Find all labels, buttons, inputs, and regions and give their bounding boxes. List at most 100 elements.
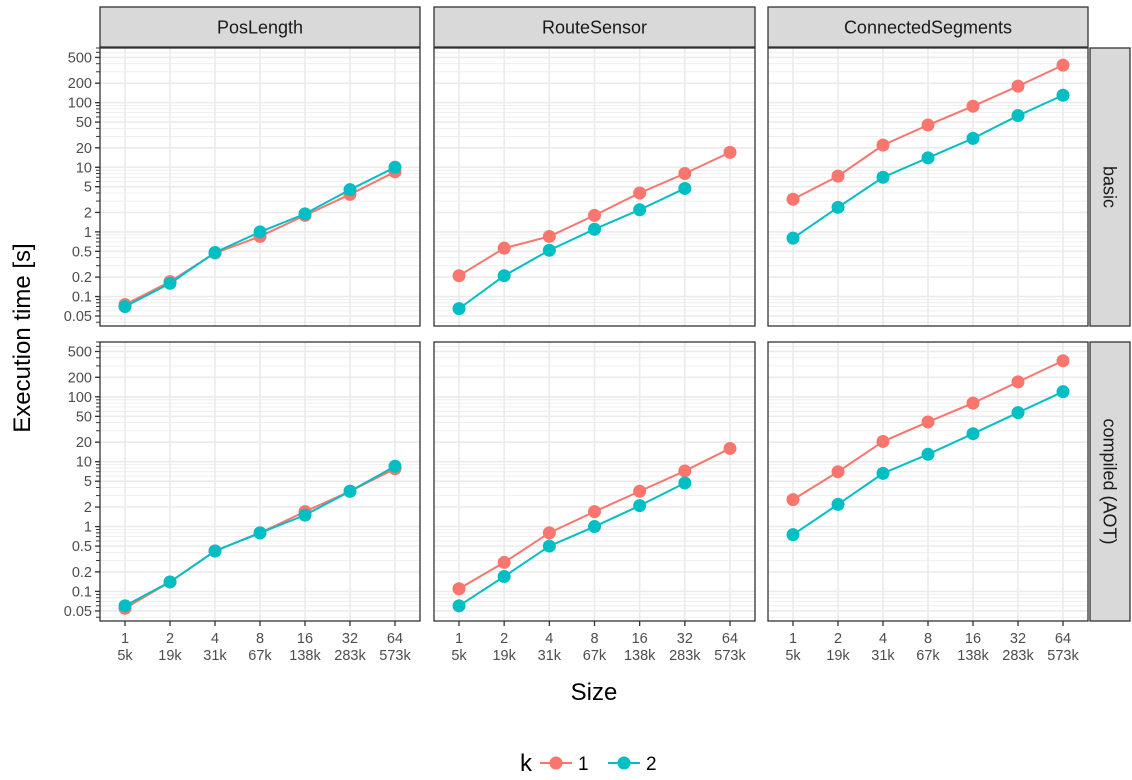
data-point-k2	[208, 544, 222, 558]
legend-item-k2: 2	[608, 754, 657, 775]
data-point-k1	[633, 484, 647, 498]
x-tick-sublabel: 31k	[871, 648, 895, 664]
data-point-k2	[208, 245, 222, 259]
series-line-k2	[458, 482, 686, 607]
data-point-k2	[678, 476, 692, 490]
data-point-k1	[786, 493, 800, 507]
y-tick-label: 20	[76, 435, 92, 451]
x-tick-sublabel: 19k	[826, 648, 850, 664]
data-point-k1	[542, 229, 556, 243]
data-point-k2	[388, 160, 402, 174]
data-point-k1	[831, 465, 845, 479]
y-tick-label: 200	[68, 370, 92, 386]
data-point-k1	[588, 208, 601, 222]
panel-connectedsegments-basic	[767, 47, 1089, 327]
data-point-k2	[298, 508, 312, 522]
data-point-k2	[542, 243, 556, 257]
data-point-k1	[921, 118, 935, 132]
data-point-k2	[831, 200, 845, 214]
y-tick-label: 1	[84, 520, 92, 536]
x-tick-label: 8	[590, 631, 598, 647]
strip-label: PosLength	[217, 18, 303, 38]
x-tick-sublabel: 67k	[248, 648, 272, 664]
data-point-k1	[588, 505, 601, 519]
data-point-k2	[966, 427, 980, 441]
y-tick-label: 0.2	[72, 270, 92, 286]
y-axis-basic: 0.05 0.1 0.2 0.5 1 2 5 10 20 50 100 200 500	[64, 47, 100, 325]
strip-background	[1089, 341, 1131, 622]
y-tick-label: 500	[68, 344, 92, 360]
x-tick-label: 1	[789, 631, 797, 647]
x-tick-label: 32	[342, 631, 358, 647]
facet-strip-connectedsegments: ConnectedSegments	[767, 6, 1089, 48]
data-point-k2	[786, 231, 800, 245]
data-point-k1	[1011, 79, 1025, 93]
panel-routesensor-compiled	[433, 341, 756, 622]
x-tick-sublabel: 19k	[158, 648, 182, 664]
y-tick-label: 0.05	[64, 309, 92, 325]
strips-layer: PosLength RouteSensor ConnectedSegments bas…	[99, 6, 1131, 622]
data-point-k2	[831, 497, 845, 511]
legend-item-k1: 1	[540, 754, 589, 775]
panel-poslength-compiled	[99, 341, 421, 622]
panel-border	[767, 47, 1089, 327]
data-point-k1	[831, 169, 845, 183]
x-tick-label: 1	[455, 631, 463, 647]
y-tick-label: 5	[84, 474, 92, 490]
strip-background	[99, 6, 421, 48]
data-point-k2	[388, 459, 402, 473]
y-tick-label: 0.05	[64, 604, 92, 620]
data-point-k2	[876, 466, 890, 480]
x-tick-label: 64	[722, 631, 738, 647]
data-point-k2	[1056, 88, 1070, 102]
data-point-k1	[1056, 354, 1070, 368]
strip-label: compiled (AOT)	[1100, 418, 1120, 544]
data-point-k1	[497, 241, 511, 255]
y-axis-label: Execution time [s]	[9, 243, 36, 432]
x-tick-sublabel: 283k	[334, 648, 366, 664]
x-tick-sublabel: 67k	[916, 648, 940, 664]
panel-connectedsegments-compiled	[767, 341, 1089, 622]
legend-label: 1	[578, 754, 589, 775]
strip-label: basic	[1100, 166, 1120, 208]
data-point-k2	[253, 225, 267, 239]
y-tick-label: 100	[68, 390, 92, 406]
data-point-k2	[452, 599, 466, 613]
y-axis-compiled: 0.05 0.1 0.2 0.5 1 2 5 10 20 50 100 200 500	[64, 341, 100, 620]
x-tick-label: 64	[1055, 631, 1071, 647]
data-point-k1	[966, 396, 980, 410]
data-point-k1	[497, 555, 511, 569]
data-point-k1	[723, 145, 737, 159]
x-tick-sublabel: 67k	[583, 648, 607, 664]
y-tick-label: 5	[84, 180, 92, 196]
legend-key-point	[549, 756, 563, 770]
axes-layer: 0.050.10.20.51251020501002005000.050.10.…	[64, 47, 1079, 664]
data-point-k2	[118, 599, 132, 613]
data-point-k2	[786, 528, 800, 542]
facet-strip-poslength: PosLength	[99, 6, 421, 48]
data-point-k2	[542, 539, 556, 553]
data-point-k2	[876, 170, 890, 184]
data-point-k1	[452, 269, 466, 283]
y-tick-label: 50	[76, 409, 92, 425]
strip-background	[433, 6, 756, 48]
x-tick-label: 1	[121, 631, 129, 647]
data-point-k2	[678, 181, 692, 195]
x-tick-sublabel: 19k	[492, 648, 516, 664]
data-point-k2	[633, 203, 647, 217]
x-tick-label: 32	[677, 631, 693, 647]
x-tick-label: 8	[924, 631, 932, 647]
x-tick-label: 2	[834, 631, 842, 647]
data-point-k1	[1056, 58, 1070, 72]
data-point-k1	[678, 167, 692, 181]
x-tick-label: 8	[256, 631, 264, 647]
strip-background	[1089, 47, 1131, 327]
strip-label: ConnectedSegments	[844, 18, 1012, 38]
y-tick-label: 2	[84, 205, 92, 221]
legend-label: 2	[646, 754, 657, 775]
data-point-k2	[452, 302, 466, 316]
y-tick-label: 0.5	[72, 244, 92, 260]
